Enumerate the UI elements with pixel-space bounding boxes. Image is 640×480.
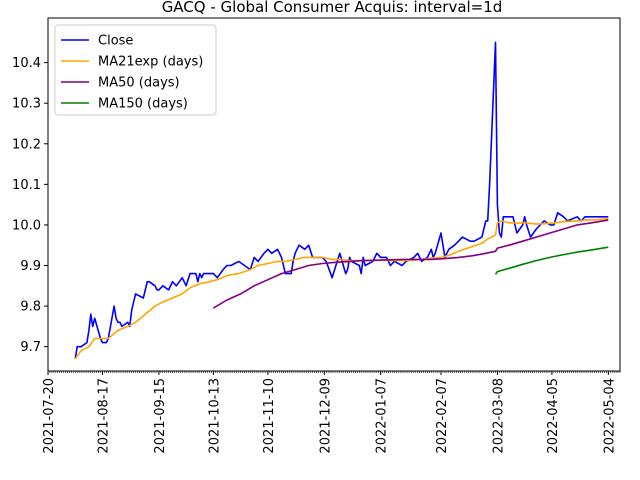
legend-label-3: MA150 (days): [98, 97, 188, 112]
x-tick-label: 2021-10-13: [207, 378, 222, 454]
x-tick-label: 2022-02-07: [435, 378, 450, 454]
legend-label-2: MA50 (days): [98, 76, 180, 91]
x-axis: 2021-07-20 2021-08-17 2021-09-15 2021-10-13…: [42, 371, 621, 454]
x-tick-label: 2021-12-09: [318, 378, 333, 454]
x-tick-label: 2022-05-04: [602, 378, 617, 454]
x-tick-label: 2021-07-20: [42, 378, 57, 454]
y-tick-label: 9.9: [20, 259, 41, 274]
series-line-1: [74, 218, 609, 360]
legend: Close MA21exp (days) MA50 (days) MA150 (day…: [54, 24, 217, 116]
y-tick-label: 10.1: [12, 178, 41, 193]
series-layer: [74, 41, 609, 360]
y-tick-label: 9.7: [20, 340, 41, 355]
y-tick-label: 9.8: [20, 300, 41, 315]
legend-label-0: Close: [98, 34, 133, 49]
x-tick-label: 2021-11-10: [262, 378, 277, 454]
legend-label-1: MA21exp (days): [98, 55, 203, 70]
y-tick-label: 10.4: [12, 56, 41, 71]
legend-box: [54, 24, 217, 116]
x-tick-label: 2022-04-05: [546, 378, 561, 454]
plot-frame: [47, 17, 621, 372]
y-tick-label: 10.2: [12, 137, 41, 152]
series-line-3: [494, 246, 609, 275]
chart-title: GACQ - Global Consumer Acquis: interval=…: [162, 0, 503, 16]
y-tick-label: 10.0: [12, 218, 41, 233]
y-axis: 9.7 9.8 9.9 10.0 10.1 10.2 10.3 10.4: [12, 56, 48, 355]
x-tick-label: 2021-08-17: [96, 378, 111, 454]
y-tick-label: 10.3: [12, 97, 41, 112]
x-tick-label: 2022-03-08: [491, 378, 506, 454]
series-line-2: [212, 219, 609, 309]
x-tick-label: 2021-09-15: [153, 378, 168, 454]
x-tick-label: 2022-01-07: [375, 378, 390, 454]
